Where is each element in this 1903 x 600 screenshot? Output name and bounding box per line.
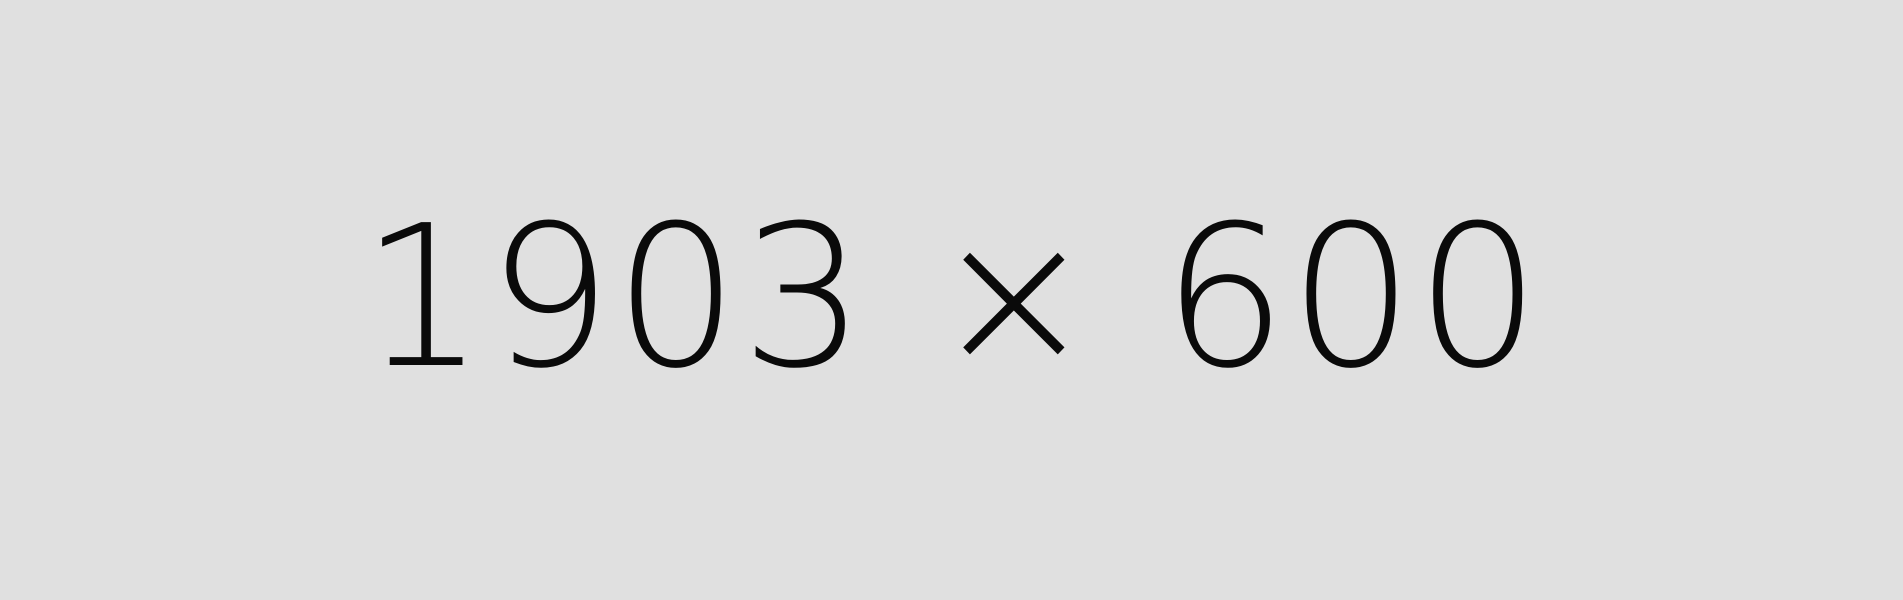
dimension-label: 1903 × 600 <box>360 184 1543 412</box>
